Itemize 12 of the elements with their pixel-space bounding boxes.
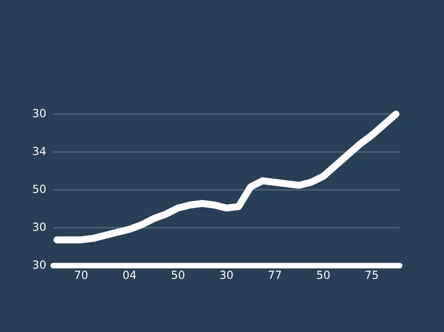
x-tick-label: 50 (172, 270, 184, 280)
text: 30 (33, 108, 46, 118)
x-tick-label: 70 (74, 270, 88, 280)
text: 50 (33, 184, 46, 194)
x-tick-label: 04 (123, 270, 136, 280)
text: 30 (33, 260, 46, 269)
x-tick-label: 30 (220, 270, 233, 280)
x-tick-label: 77 (268, 270, 281, 279)
x-tick-label: 75 (366, 270, 378, 280)
text: 34 (33, 146, 46, 156)
x-tick-label: 50 (317, 270, 330, 280)
text: 30 (33, 222, 46, 231)
